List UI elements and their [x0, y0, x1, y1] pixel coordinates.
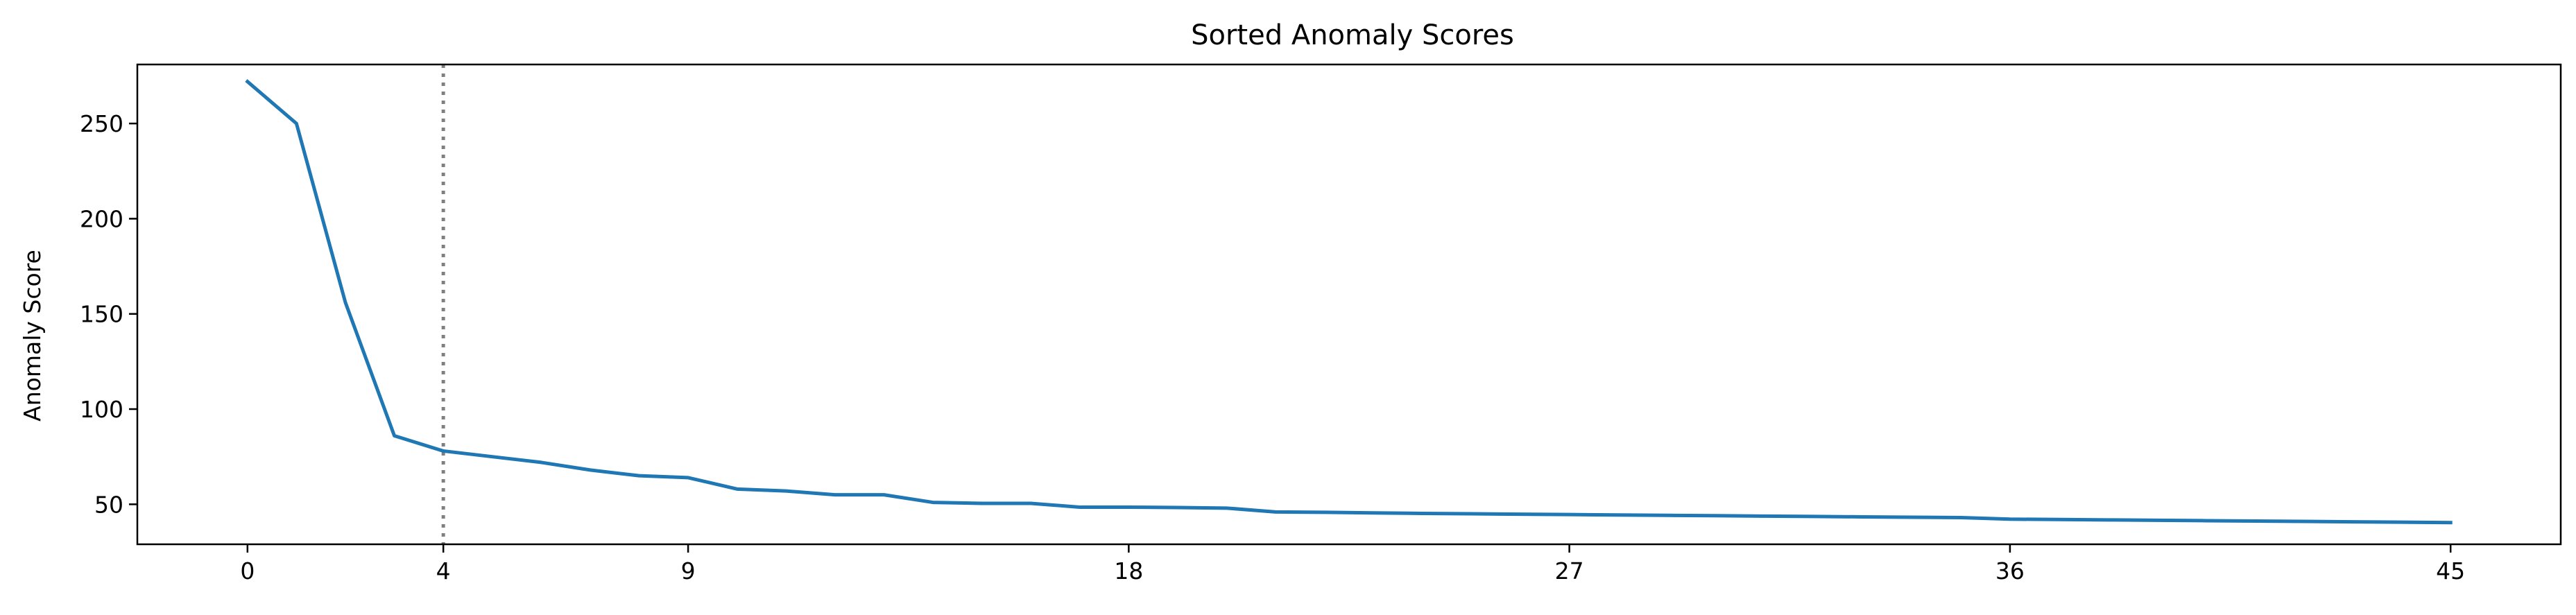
y-tick-label: 250: [80, 110, 123, 137]
x-tick-label: 18: [1114, 557, 1143, 584]
y-tick-label: 100: [80, 396, 123, 423]
x-tick-label: 36: [1995, 557, 2025, 584]
x-tick-label: 45: [2436, 557, 2465, 584]
axes-frame: [136, 63, 2562, 546]
axes-ticks: 0 4 9 18 27 36 45 50 100 150 200 250: [80, 110, 2465, 584]
x-tick-label: 9: [681, 557, 696, 584]
y-tick-label: 150: [80, 301, 123, 328]
x-tick-label: 4: [436, 557, 451, 584]
series-line-0: [245, 79, 2453, 525]
y-axis-label: Anomaly Score: [19, 250, 46, 422]
y-tick-label: 50: [94, 491, 123, 518]
x-tick-label: 27: [1555, 557, 1584, 584]
y-tick-label: 200: [80, 205, 123, 232]
x-tick-label: 0: [240, 557, 255, 584]
chart-title: Sorted Anomaly Scores: [1191, 19, 1514, 51]
plot-area: [136, 63, 2562, 546]
